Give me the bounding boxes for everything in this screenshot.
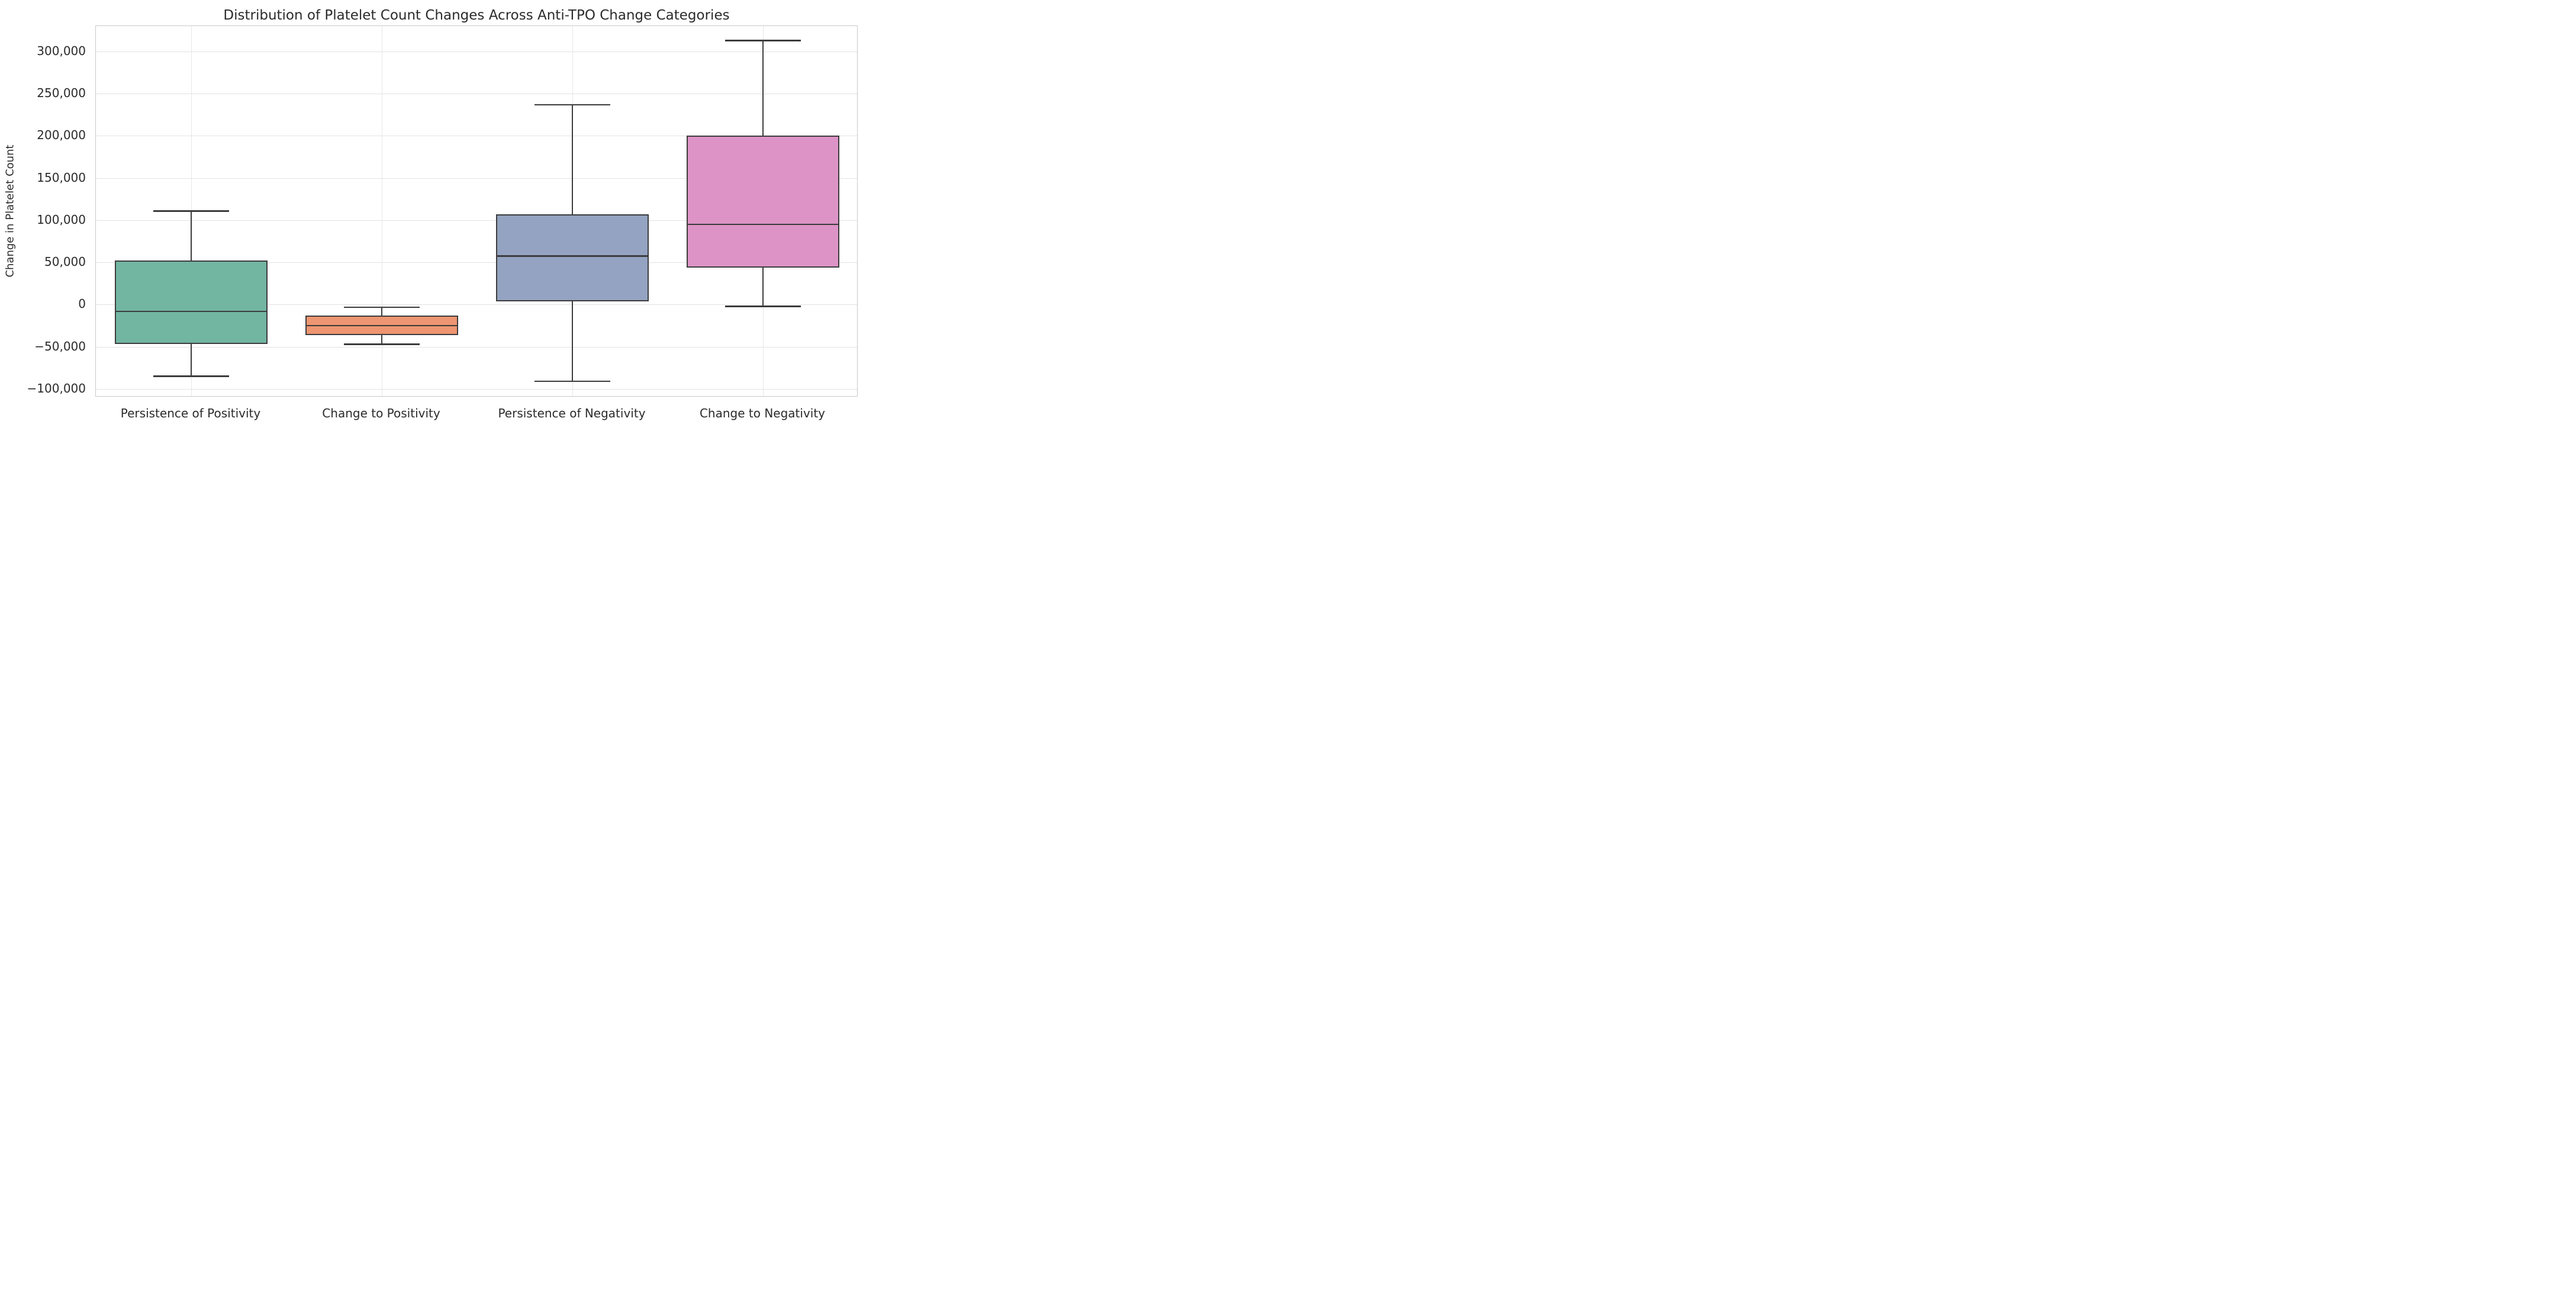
- whisker-upper-persistence-of-negativity: [572, 104, 573, 214]
- y-tick-label--100000: −100,000: [27, 381, 86, 395]
- whisker-cap-max-persistence-of-negativity: [534, 104, 611, 106]
- y-tick-label-0: 0: [78, 297, 86, 311]
- whisker-lower-change-to-positivity: [381, 334, 382, 345]
- plot-area: [95, 25, 858, 397]
- y-tick-label-100000: 100,000: [37, 212, 86, 227]
- chart-title: Distribution of Platelet Count Changes A…: [223, 8, 730, 23]
- whisker-cap-max-change-to-positivity: [343, 306, 420, 308]
- whisker-cap-min-change-to-negativity: [724, 305, 801, 307]
- median-line-persistence-of-positivity: [116, 310, 266, 313]
- median-line-change-to-positivity: [307, 324, 457, 327]
- box-change-to-negativity: [687, 136, 839, 268]
- y-tick-label-250000: 250,000: [37, 86, 86, 100]
- h-gridline--100000: [96, 388, 857, 390]
- x-tick-label-persistence-of-negativity: Persistence of Negativity: [498, 406, 646, 420]
- figure: Distribution of Platelet Count Changes A…: [0, 0, 858, 431]
- median-line-change-to-negativity: [688, 223, 838, 226]
- x-tick-label-change-to-positivity: Change to Positivity: [322, 406, 440, 420]
- h-gridline-100000: [96, 220, 857, 221]
- whisker-cap-max-change-to-negativity: [724, 40, 801, 41]
- y-tick-label--50000: −50,000: [34, 339, 86, 353]
- h-gridline-50000: [96, 262, 857, 263]
- x-tick-label-persistence-of-positivity: Persistence of Positivity: [120, 406, 261, 420]
- whisker-upper-change-to-positivity: [381, 307, 382, 316]
- whisker-lower-persistence-of-negativity: [572, 301, 573, 381]
- whisker-cap-min-persistence-of-negativity: [534, 380, 611, 382]
- h-gridline--50000: [96, 346, 857, 348]
- y-tick-label-200000: 200,000: [37, 128, 86, 143]
- whisker-lower-persistence-of-positivity: [191, 344, 192, 377]
- y-tick-label-50000: 50,000: [44, 255, 86, 269]
- box-persistence-of-negativity: [496, 214, 649, 301]
- median-line-persistence-of-negativity: [497, 255, 648, 257]
- whisker-upper-change-to-negativity: [762, 40, 764, 136]
- h-gridline-150000: [96, 178, 857, 179]
- whisker-lower-change-to-negativity: [762, 267, 764, 307]
- whisker-cap-min-change-to-positivity: [343, 343, 420, 345]
- whisker-cap-max-persistence-of-positivity: [153, 210, 230, 212]
- h-gridline-0: [96, 304, 857, 305]
- whisker-cap-min-persistence-of-positivity: [153, 375, 230, 377]
- box-persistence-of-positivity: [115, 260, 268, 345]
- x-tick-label-change-to-negativity: Change to Negativity: [699, 406, 826, 420]
- y-tick-label-300000: 300,000: [37, 43, 86, 58]
- whisker-upper-persistence-of-positivity: [191, 211, 192, 261]
- y-tick-label-150000: 150,000: [37, 170, 86, 185]
